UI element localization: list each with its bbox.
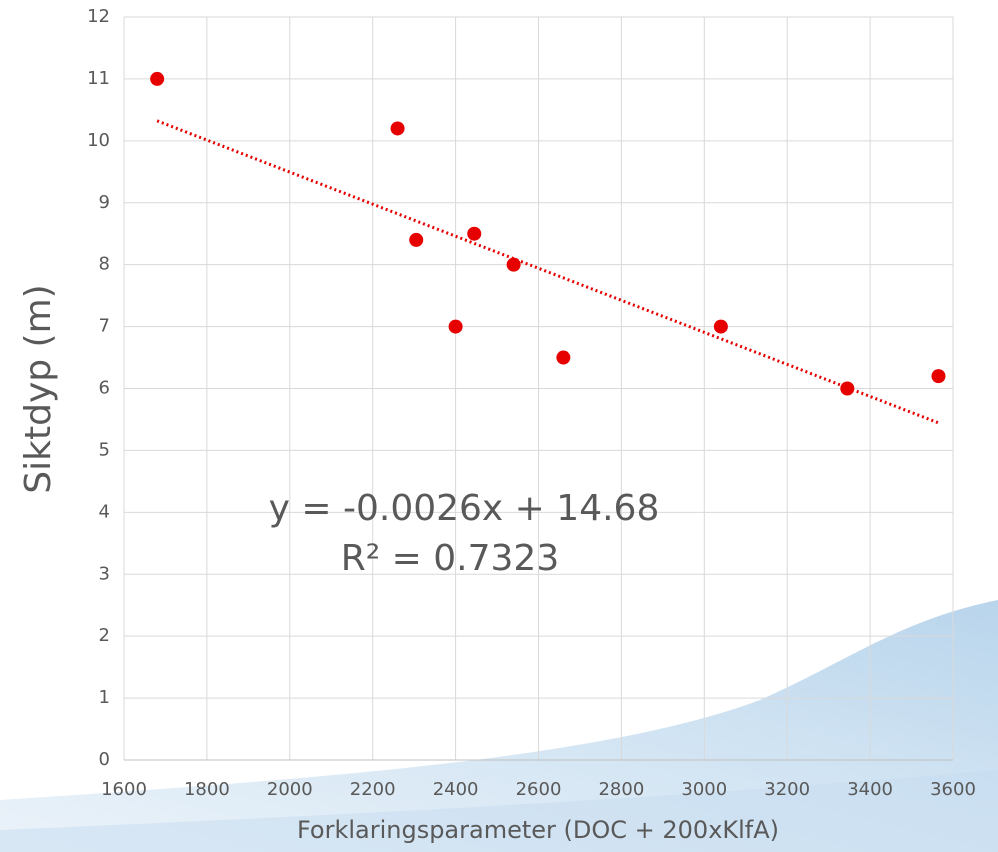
x-tick-label: 3000 <box>681 779 727 800</box>
y-axis-label: Siktdyp (m) <box>18 284 59 493</box>
x-tick-label: 2000 <box>267 779 313 800</box>
y-tick-label: 1 <box>99 687 110 708</box>
point <box>556 350 571 365</box>
x-tick-label: 2600 <box>516 779 562 800</box>
x-tick-label: 2400 <box>433 779 479 800</box>
annotation: R² = 0.7323 <box>341 538 559 579</box>
point <box>506 257 521 272</box>
point <box>467 226 482 241</box>
x-tick-label: 2200 <box>350 779 396 800</box>
background-swoosh <box>0 600 998 852</box>
y-tick-label: 3 <box>99 563 110 584</box>
x-tick-label: 3400 <box>847 779 893 800</box>
x-tick-label: 3200 <box>764 779 810 800</box>
point <box>390 121 405 136</box>
y-tick-label: 12 <box>87 6 110 27</box>
x-tick-label: 1800 <box>184 779 230 800</box>
point <box>713 319 728 334</box>
point <box>448 319 463 334</box>
point <box>840 381 855 396</box>
y-tick-label: 7 <box>99 316 110 337</box>
y-tick-label: 0 <box>99 749 110 770</box>
trendline <box>156 119 940 425</box>
y-tick-label: 4 <box>99 501 110 522</box>
y-tick-label: 8 <box>99 254 110 275</box>
background-swoosh <box>0 770 998 852</box>
annotation: y = -0.0026x + 14.68 <box>269 488 660 529</box>
y-tick-label: 5 <box>99 439 110 460</box>
x-tick-label: 1600 <box>101 779 147 800</box>
point <box>409 232 424 247</box>
x-tick-label: 3600 <box>930 779 976 800</box>
y-tick-label: 6 <box>99 378 110 399</box>
y-tick-label: 10 <box>87 130 110 151</box>
point <box>150 71 165 86</box>
y-tick-label: 9 <box>99 192 110 213</box>
point <box>931 369 946 384</box>
x-axis-label: Forklaringsparameter (DOC + 200xKlfA) <box>297 816 779 844</box>
y-tick-label: 2 <box>99 625 110 646</box>
y-tick-label: 11 <box>87 68 110 89</box>
x-tick-label: 2800 <box>598 779 644 800</box>
